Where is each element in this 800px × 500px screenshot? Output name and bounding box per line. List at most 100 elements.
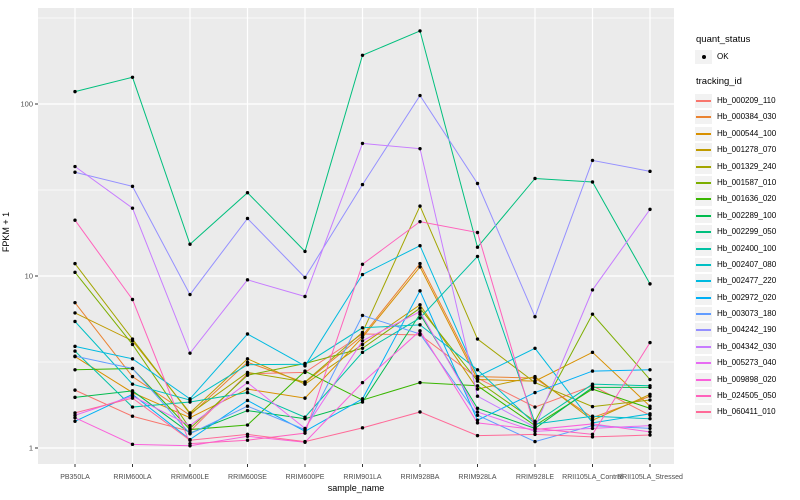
data-point	[245, 423, 250, 427]
y-tick-label: 1	[29, 444, 33, 453]
data-point	[648, 433, 652, 437]
data-point	[590, 382, 595, 386]
data-point	[188, 242, 192, 246]
legend-key-box	[695, 225, 712, 240]
data-point	[533, 426, 537, 431]
legend-key-box	[695, 175, 712, 190]
data-point	[188, 412, 192, 416]
line-key-icon	[696, 411, 711, 414]
data-point	[475, 379, 480, 383]
legend-item-label: Hb_004342_030	[717, 341, 777, 351]
legend-item-label: Hb_004242_190	[717, 325, 777, 335]
legend-item-label: Hb_000544_100	[717, 128, 777, 138]
legend-item-Hb_000544_100: Hb_000544_100	[695, 126, 777, 141]
legend-item-Hb_002299_050: Hb_002299_050	[695, 225, 777, 240]
line-key-icon	[696, 132, 711, 135]
data-point	[73, 311, 77, 315]
data-point	[130, 342, 135, 347]
data-point	[130, 374, 135, 379]
legend-key-box	[695, 372, 712, 387]
data-point	[245, 432, 250, 437]
data-point	[590, 385, 595, 390]
data-point	[648, 282, 652, 286]
data-point	[418, 219, 422, 224]
data-point	[245, 438, 250, 442]
legend-item-Hb_004242_190: Hb_004242_190	[695, 323, 777, 338]
data-point	[418, 310, 422, 314]
data-point	[245, 398, 250, 403]
y-tick-label: 10	[25, 272, 33, 281]
data-point	[303, 249, 307, 254]
data-point	[245, 191, 250, 195]
x-tick-label: PB350LA	[60, 474, 90, 481]
data-point	[418, 265, 422, 269]
data-point	[130, 184, 135, 189]
x-tick-label: RRIM901LA	[343, 474, 381, 481]
data-point	[188, 432, 192, 436]
data-point	[475, 374, 480, 379]
legend-item-Hb_024505_050: Hb_024505_050	[695, 389, 777, 404]
data-point	[73, 170, 77, 174]
data-point	[590, 414, 595, 418]
data-point	[418, 146, 422, 151]
legend-item-label: Hb_001278_070	[717, 145, 777, 155]
data-point	[73, 349, 77, 353]
legend-tracking-items: Hb_000209_110 Hb_000384_030 Hb_000544_100 H…	[695, 94, 776, 422]
legend-item-Hb_003073_180: Hb_003073_180	[695, 307, 776, 322]
data-point	[188, 427, 192, 432]
data-point	[360, 313, 365, 318]
data-point	[360, 262, 365, 266]
data-point	[475, 413, 480, 417]
data-point	[418, 244, 422, 248]
data-point	[648, 423, 652, 428]
legend-item-label: Hb_002299_050	[717, 227, 777, 237]
legend-item-label: Hb_001636_020	[717, 194, 777, 204]
legend-item-label: Hb_001329_240	[717, 161, 777, 171]
data-point	[475, 384, 480, 388]
legend-item-ok: OK	[695, 50, 729, 64]
data-point	[360, 326, 365, 330]
legend-item-Hb_060411_010: Hb_060411_010	[695, 405, 776, 420]
data-point	[475, 421, 480, 425]
data-point	[73, 395, 77, 400]
data-point	[648, 412, 652, 416]
legend-key-box	[695, 159, 712, 174]
data-point	[130, 405, 135, 409]
data-point	[130, 206, 135, 210]
data-point	[533, 390, 537, 395]
line-key-icon	[696, 296, 711, 299]
legend-key-box	[695, 290, 712, 305]
data-point	[590, 418, 595, 422]
data-point	[533, 346, 537, 350]
data-point	[73, 419, 77, 423]
data-point	[360, 380, 365, 385]
x-tick-label: RRIM928BA	[401, 474, 440, 481]
data-point	[533, 314, 537, 319]
x-axis-title: sample_name	[327, 483, 385, 493]
legend-item-label: Hb_060411_010	[717, 407, 776, 417]
legend-item-Hb_000384_030: Hb_000384_030	[695, 110, 777, 125]
data-point	[245, 363, 250, 367]
legend-item-Hb_005273_040: Hb_005273_040	[695, 356, 776, 371]
line-key-icon	[696, 214, 711, 217]
data-point	[475, 387, 480, 391]
data-point	[303, 369, 307, 373]
data-point	[533, 374, 537, 379]
line-key-icon	[696, 313, 711, 316]
line-key-icon	[696, 231, 711, 234]
data-point	[73, 416, 77, 420]
legend-item-label: Hb_024505_050	[717, 391, 777, 401]
data-point	[648, 368, 652, 372]
legend-key-box	[695, 192, 712, 207]
data-point	[475, 254, 480, 259]
data-point	[245, 332, 250, 336]
data-point	[130, 396, 135, 400]
legend-item-label: Hb_000384_030	[717, 112, 777, 122]
data-point	[303, 439, 307, 444]
data-point	[360, 53, 365, 57]
data-point	[130, 366, 135, 371]
legend-key-box	[695, 241, 712, 256]
data-point	[590, 180, 595, 184]
legend-key-box	[695, 405, 712, 420]
data-point	[418, 410, 422, 414]
